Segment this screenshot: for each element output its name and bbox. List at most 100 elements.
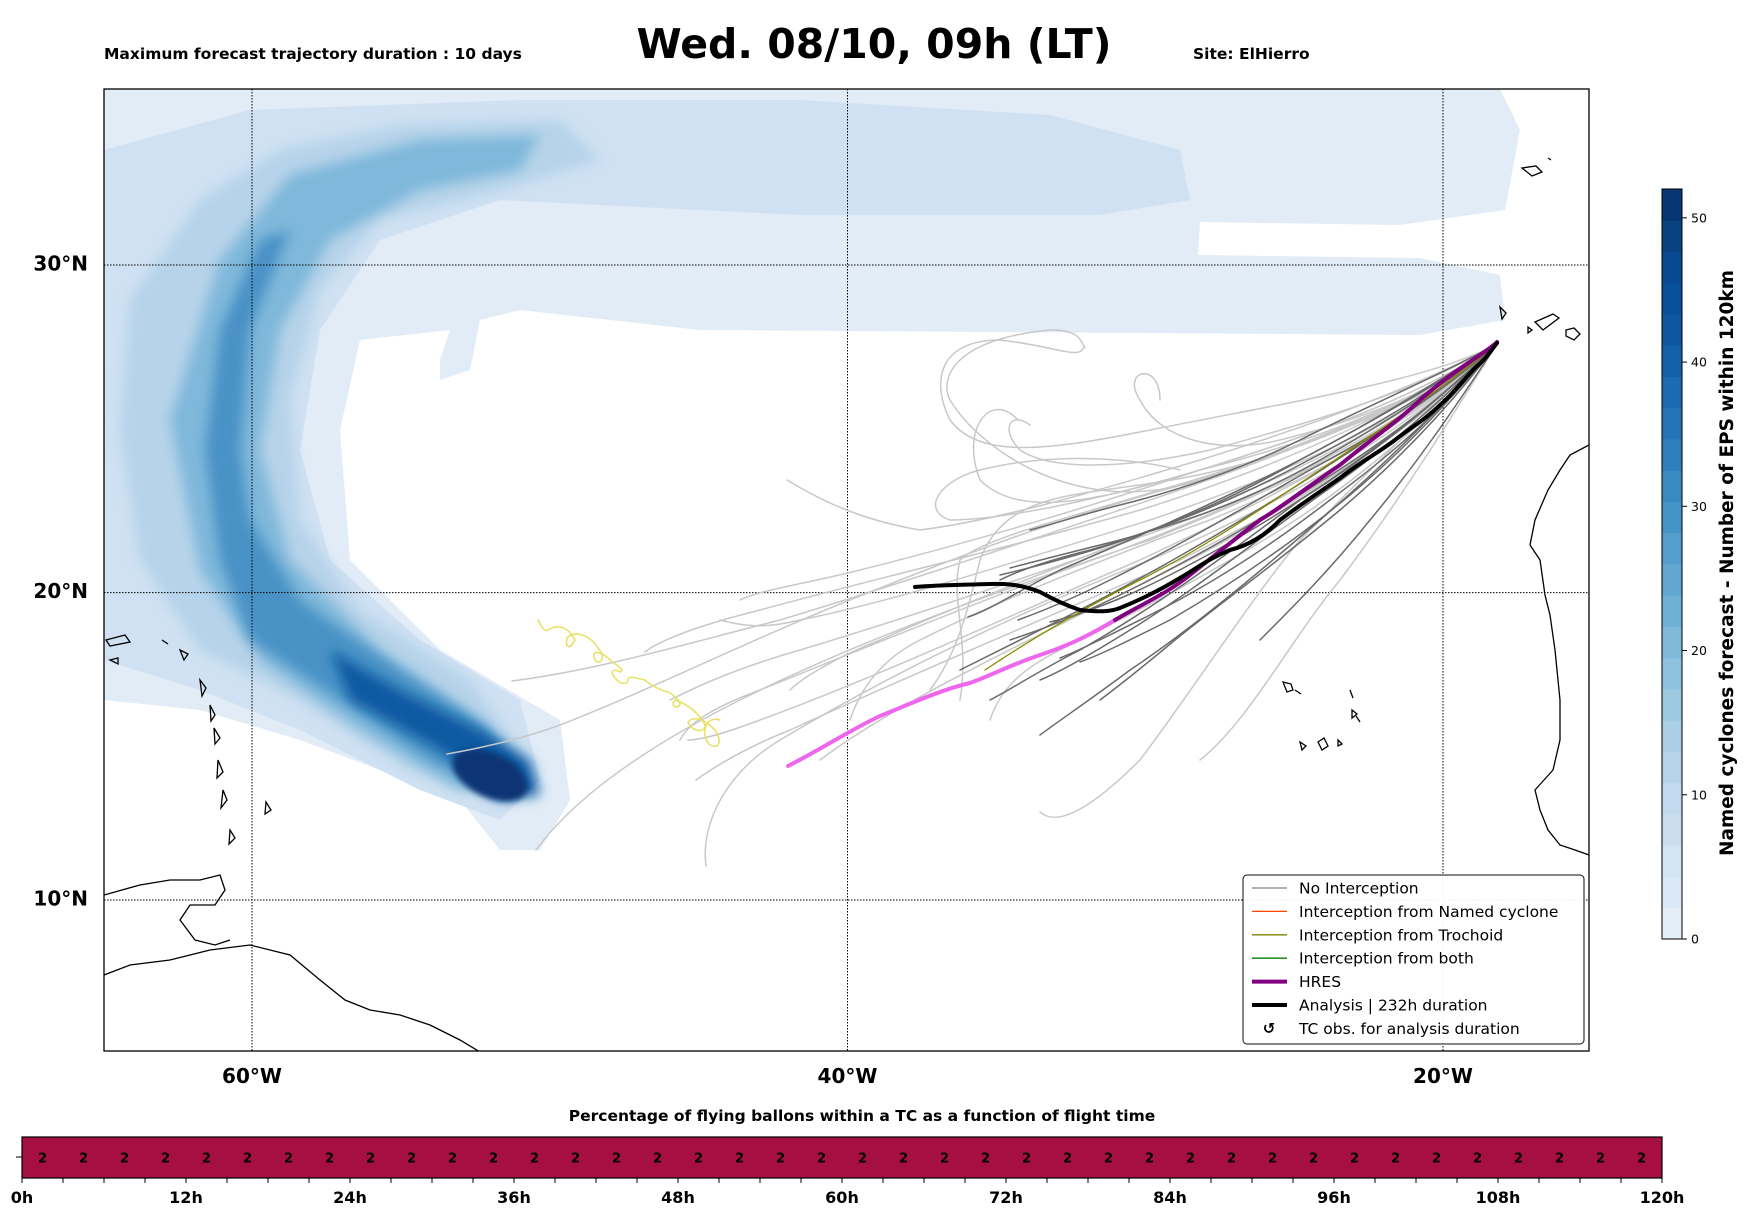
colorbar-cell [1662,845,1682,877]
lon-label-40w: 40°W [818,1064,878,1088]
colorbar-cell [1662,689,1682,721]
flight-bar-value: 2 [366,1152,375,1167]
flight-bar-value: 2 [858,1152,867,1167]
trajectory [849,343,1498,721]
flight-bar-value: 2 [899,1152,908,1167]
flight-bar-tick-label: 72h [989,1188,1023,1207]
flight-bar-tick-label: 48h [661,1188,695,1207]
flight-bar-cell [1129,1137,1171,1178]
map-panel[interactable]: 30°N 20°N 10°N 60°W 40°W 20°W No Interce… [33,88,1590,1088]
cyclone-density-field [104,89,1520,850]
flight-bar-value: 2 [448,1152,457,1167]
trajectory [644,343,1498,653]
colorbar-tick-label: 20 [1691,643,1707,658]
legend-label: Interception from Named cyclone [1299,903,1558,921]
coast-trinidad-venezuela [104,874,231,946]
flight-bar-value: 2 [1555,1152,1564,1167]
colorbar-cell [1662,626,1682,659]
legend-item: Interception from both [1252,950,1474,968]
trajectory [1009,343,1498,641]
flight-bar-value: 2 [735,1152,744,1167]
trajectory [999,343,1498,581]
flight-bar-value: 2 [284,1152,293,1167]
flight-bar-value: 2 [1432,1152,1441,1167]
flight-bar-ticks: 0h 12h 24h 36h 48h 60h 72h 84h 96h 108h 120h [11,1178,1684,1207]
flight-bar-cell [1047,1137,1089,1178]
flight-bar-cell [391,1137,433,1178]
flight-bar-value: 2 [79,1152,88,1167]
flight-bar-cell [678,1137,720,1178]
flight-bar-cell [1170,1137,1212,1178]
flight-bar-tick-label: 96h [1317,1188,1351,1207]
flight-bar-cell [1498,1137,1540,1178]
trajectory [1039,343,1498,681]
trajectory [1008,343,1498,466]
flight-bar-cell [473,1137,515,1178]
flight-bar-value: 2 [1186,1152,1195,1167]
tc-obs-trajectory [537,619,721,747]
trajectory [999,343,1498,576]
colorbar-tick-label: 50 [1691,210,1707,225]
colorbar-cell [1662,814,1682,846]
colorbar-cell [1662,751,1682,784]
colorbar-cell [1662,251,1682,284]
flight-bar-value: 2 [981,1152,990,1167]
flight-bar-cell [1539,1137,1581,1178]
colorbar-cell [1662,657,1682,690]
lat-label-20n: 20°N [33,579,88,603]
flight-bar-cell [842,1137,884,1178]
trajectory [679,343,1498,741]
header-site: Site: ElHierro [1193,45,1310,63]
lon-label-60w: 60°W [222,1064,282,1088]
flight-bar-tick-label: 0h [11,1188,34,1207]
flight-bar-cell [555,1137,597,1178]
tc-obs-marker-icon: ↺ [1263,1019,1276,1037]
legend-label: Interception from Trochoid [1299,926,1503,944]
coast-lesser-antilles [161,639,272,846]
flight-bar-value: 2 [612,1152,621,1167]
flight-bar-cells: 2 2 2 2 2 2 2 2 2 2 2 2 2 2 2 2 2 2 2 2 2 2 2 2 2 2 2 2 2 2 2 2 2 2 2 2 2 2 2 2 [22,1137,1663,1178]
flight-bar-value: 2 [653,1152,662,1167]
density-band-north [104,89,1520,850]
trajectory [967,343,1498,618]
flight-bar-value: 2 [161,1152,170,1167]
flight-bar-cell [227,1137,269,1178]
hres-trajectory-late [1113,340,1499,622]
flight-bar-value: 2 [817,1152,826,1167]
legend-label: Analysis | 232h duration [1299,997,1488,1015]
trajectory [704,343,1498,867]
coast-madeira [1520,157,1552,177]
colorbar-cell [1662,720,1682,752]
flight-bar-value: 2 [571,1152,580,1167]
flight-bar-tick-label: 84h [1153,1188,1187,1207]
flight-bar-cell [965,1137,1007,1178]
trajectory [719,343,1498,627]
legend-label: HRES [1299,973,1341,991]
lon-label-20w: 20°W [1413,1064,1473,1088]
flight-bar-cell [432,1137,474,1178]
colorbar-cell [1662,876,1682,909]
flight-bar-value: 2 [325,1152,334,1167]
flight-bar-cell [596,1137,638,1178]
flight-bar-value: 2 [1022,1152,1031,1167]
coastlines [104,157,1589,1051]
flight-bar-value: 2 [1391,1152,1400,1167]
colorbar-tick-label: 0 [1691,932,1699,947]
flight-bar-cell [104,1137,146,1178]
colorbar-label: Named cyclones forecast - Number of EPS … [1717,270,1738,856]
legend-item: Interception from Named cyclone [1252,903,1558,921]
trajectories [446,329,1499,867]
flight-time-bar: Percentage of flying ballons within a TC… [11,1107,1685,1207]
flight-bar-value: 2 [120,1152,129,1167]
density-band-5 [205,230,520,790]
flight-bar-value: 2 [776,1152,785,1167]
legend-item: HRES [1252,973,1341,991]
trajectory [934,343,1498,521]
lat-label-30n: 30°N [33,252,88,276]
flight-bar-cell [1088,1137,1130,1178]
flight-bar-value: 2 [940,1152,949,1167]
colorbar-cell [1662,470,1682,502]
flight-bar-value: 2 [1309,1152,1318,1167]
flight-bar-value: 2 [1063,1152,1072,1167]
legend-label: TC obs. for analysis duration [1298,1020,1520,1038]
